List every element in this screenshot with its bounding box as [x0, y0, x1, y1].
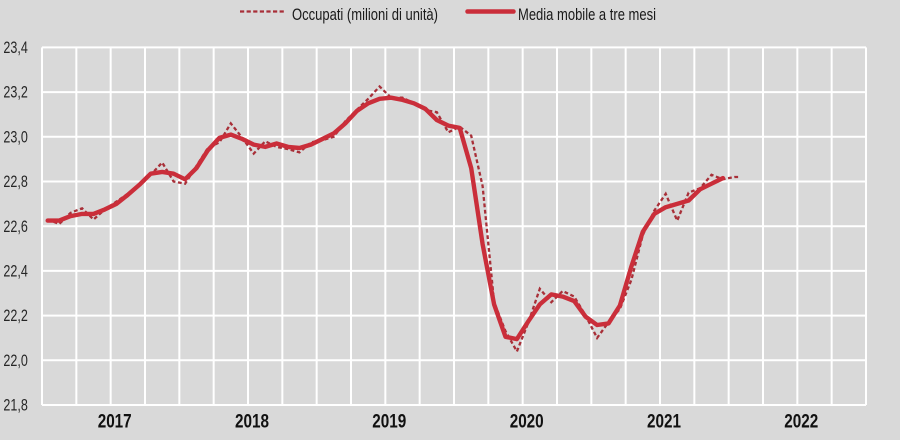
svg-text:21,8: 21,8	[3, 397, 27, 415]
svg-text:23,0: 23,0	[3, 128, 27, 146]
svg-text:2018: 2018	[235, 411, 269, 433]
svg-text:2021: 2021	[647, 411, 681, 433]
svg-text:2022: 2022	[784, 411, 818, 433]
svg-text:22,6: 22,6	[3, 218, 27, 236]
svg-text:Occupati (milioni di unità): Occupati (milioni di unità)	[292, 5, 438, 24]
svg-text:23,4: 23,4	[3, 39, 27, 57]
svg-text:22,2: 22,2	[3, 307, 27, 325]
svg-text:2019: 2019	[372, 411, 406, 433]
svg-text:Media mobile a tre mesi: Media mobile a tre mesi	[518, 5, 656, 24]
svg-text:2020: 2020	[510, 411, 544, 433]
svg-text:22,4: 22,4	[3, 263, 27, 281]
svg-text:23,2: 23,2	[3, 84, 27, 102]
svg-text:2017: 2017	[98, 411, 132, 433]
svg-text:22,8: 22,8	[3, 173, 27, 191]
svg-text:22,0: 22,0	[3, 352, 27, 370]
